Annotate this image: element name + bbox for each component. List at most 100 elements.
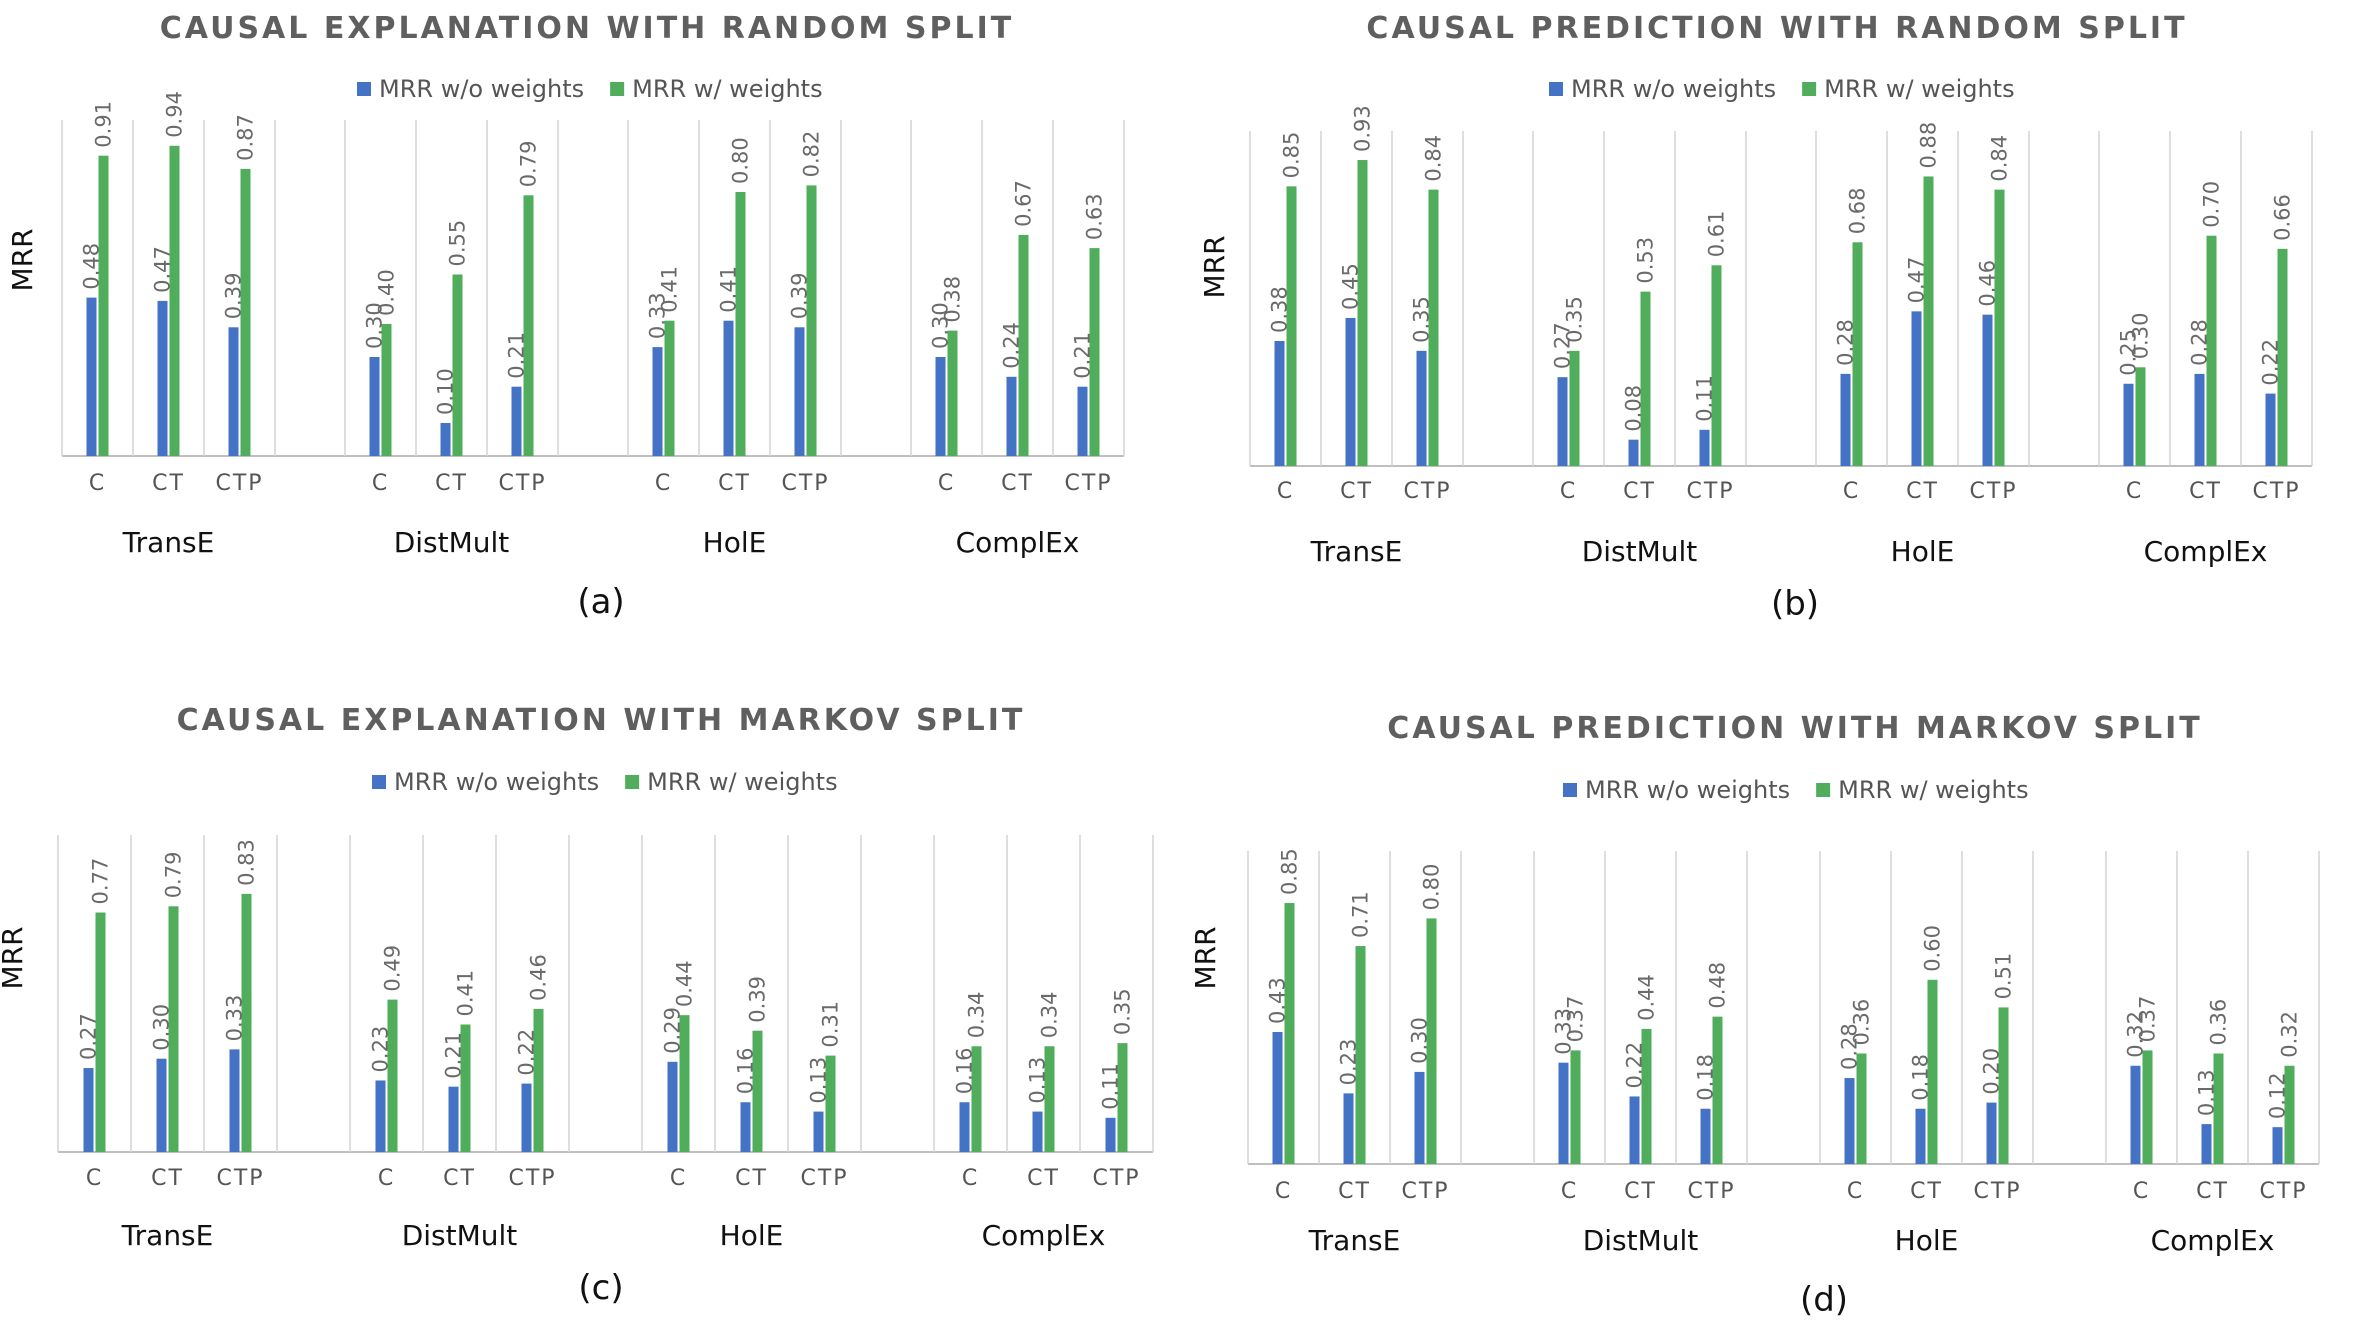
panel-1-data-label-with: 0.41 [658, 266, 682, 313]
panel-2-bar-without-ComplEx-CT [2194, 373, 2205, 466]
panel-1-tick-label: C [89, 471, 106, 496]
panel-1-data-label-with: 0.87 [234, 114, 258, 161]
panel-4-bar-with-DistMult-CTP [1712, 1016, 1723, 1164]
panel-2-bar-with-TransE-CT [1357, 160, 1368, 466]
panel-3-data-label-without: 0.29 [661, 1007, 685, 1054]
panel-1-legend-label-without: MRR w/o weights [379, 75, 584, 103]
panel-4-data-label-with: 0.48 [1706, 962, 1730, 1009]
panel-4-tick-label: CTP [1973, 1179, 2021, 1204]
panel-2-bar-with-DistMult-CTP [1711, 265, 1722, 466]
panel-4-bar-without-DistMult-C [1558, 1062, 1569, 1164]
panel-1-data-label-with: 0.55 [446, 220, 470, 267]
panel-2-data-label-without: 0.45 [1339, 263, 1363, 310]
panel-4-bar-with-HolE-CTP [1998, 1007, 2009, 1164]
panel-2-group-label: TransE [1310, 535, 1403, 568]
panel-3-legend-swatch-with [625, 775, 640, 789]
panel-1-bar-with-DistMult-C [381, 324, 392, 456]
panel-4-bar-with-TransE-CTP [1426, 918, 1437, 1164]
panel-4-data-label-with: 0.37 [1564, 996, 1588, 1043]
panel-2-tick-label: C [2126, 479, 2143, 504]
panel-4-data-label-without: 0.18 [1909, 1054, 1933, 1101]
panel-1-bar-without-TransE-C [86, 297, 97, 456]
panel-3-bar-with-ComplEx-CT [1044, 1046, 1055, 1152]
panel-4-bar-without-DistMult-CTP [1700, 1108, 1711, 1164]
panel-3-bar-without-DistMult-CT [448, 1086, 459, 1152]
panel-2-bar-with-DistMult-CT [1640, 291, 1651, 466]
panel-2-tick-label: CT [2189, 479, 2222, 504]
panel-3-bar-with-HolE-CTP [825, 1055, 836, 1152]
panel-4-bar-without-DistMult-CT [1629, 1096, 1640, 1164]
panel-4-y-axis-label: MRR [1189, 926, 1222, 989]
panel-1-bar-with-ComplEx-CTP [1089, 248, 1100, 456]
panel-3-caption: (c) [578, 1268, 623, 1308]
panel-4-data-label-with: 0.60 [1921, 925, 1945, 972]
panel-1-bar-without-ComplEx-C [935, 357, 946, 456]
panel-4-data-label-with: 0.36 [2207, 999, 2231, 1046]
panel-3-data-label-with: 0.31 [819, 1001, 843, 1048]
panel-1-bar-without-ComplEx-CT [1006, 376, 1017, 456]
panel-2-bar-without-DistMult-C [1557, 377, 1568, 466]
panel-4-tick-label: CT [2196, 1179, 2229, 1204]
panel-3-bar-without-HolE-CT [740, 1102, 751, 1152]
panel-4-tick-label: C [1847, 1179, 1864, 1204]
panel-4-bar-without-HolE-CT [1915, 1108, 1926, 1164]
panel-1-data-label-with: 0.82 [800, 131, 824, 178]
panel-3-data-label-without: 0.13 [1026, 1057, 1050, 1104]
panel-4-bar-without-TransE-CT [1343, 1093, 1354, 1164]
panel-3-bar-without-ComplEx-CTP [1105, 1117, 1116, 1152]
panel-4-bar-without-TransE-C [1272, 1031, 1283, 1164]
panel-1-tick-label: CTP [215, 471, 263, 496]
panel-2-legend-swatch-without [1549, 82, 1563, 96]
panel-1-data-label-with: 0.80 [729, 137, 753, 184]
panel-3-legend-swatch-without [372, 775, 386, 789]
panel-2-bar-without-HolE-C [1840, 373, 1851, 466]
panel-3-tick-label: CTP [1092, 1166, 1140, 1191]
panel-3-data-label-without: 0.16 [953, 1047, 977, 1094]
panel-3-data-label-with: 0.83 [235, 839, 259, 886]
panel-3-bar-with-DistMult-C [387, 999, 398, 1152]
panel-4-tick-label: CT [1624, 1179, 1657, 1204]
panel-2-legend-label-with: MRR w/ weights [1824, 75, 2014, 103]
panel-4-data-label-without: 0.13 [2195, 1069, 2219, 1116]
panel-1-bar-without-HolE-C [652, 347, 663, 456]
panel-4-data-label-with: 0.36 [1850, 999, 1874, 1046]
panel-3-tick-label: CTP [800, 1166, 848, 1191]
panel-2-data-label-with: 0.66 [2271, 194, 2295, 241]
panel-2-bar-with-HolE-C [1852, 242, 1863, 466]
panel-3-group-label: ComplEx [982, 1219, 1106, 1252]
panel-3-data-label-without: 0.21 [442, 1032, 466, 1079]
panel-3-bar-with-DistMult-CTP [533, 1008, 544, 1152]
panel-3-bar-without-HolE-CTP [813, 1111, 824, 1152]
panel-2-data-label-with: 0.88 [1917, 122, 1941, 169]
panel-2-bar-without-HolE-CTP [1982, 314, 1993, 466]
panel-3-bar-without-TransE-CTP [229, 1049, 240, 1152]
panel-3-group-label: TransE [121, 1219, 214, 1252]
panel-1-bar-without-DistMult-C [369, 357, 380, 456]
panel-4-bar-with-HolE-C [1856, 1053, 1867, 1164]
panel-3-bar-with-TransE-CTP [241, 893, 252, 1152]
panel-4-tick-label: C [2133, 1179, 2150, 1204]
panel-2-bar-with-HolE-CTP [1994, 189, 2005, 466]
panel-4-group-label: DistMult [1583, 1224, 1699, 1257]
panel-2-tick-label: CTP [1686, 479, 1734, 504]
panel-3-data-label-without: 0.11 [1099, 1063, 1123, 1110]
panel-2-data-label-without: 0.27 [1551, 322, 1575, 369]
panel-1-tick-label: CT [152, 471, 185, 496]
panel-1-data-label-with: 0.94 [163, 91, 187, 138]
panel-4-tick-label: CT [1338, 1179, 1371, 1204]
panel-1-bar-without-HolE-CT [723, 320, 734, 456]
panel-1-data-label-with: 0.40 [375, 269, 399, 316]
panel-3-group-label: DistMult [402, 1219, 518, 1252]
panel-3-group-label: HolE [720, 1219, 784, 1252]
panel-2-data-label-with: 0.84 [1988, 135, 2012, 182]
panel-2-bar-with-ComplEx-CTP [2277, 248, 2288, 466]
panel-3-bar-without-TransE-C [83, 1068, 94, 1152]
panel-2-legend-swatch-with [1802, 82, 1817, 96]
panel-4-tick-label: CTP [1401, 1179, 1449, 1204]
panel-4-legend-label-without: MRR w/o weights [1585, 776, 1790, 804]
panel-2-bar-without-ComplEx-CTP [2265, 393, 2276, 466]
panel-1-data-label-without: 0.10 [434, 368, 458, 415]
panel-2-data-label-without: 0.22 [2259, 339, 2283, 386]
panel-2-title: CAUSAL PREDICTION WITH RANDOM SPLIT [1366, 11, 2187, 46]
panel-1-tick-label: C [938, 471, 955, 496]
